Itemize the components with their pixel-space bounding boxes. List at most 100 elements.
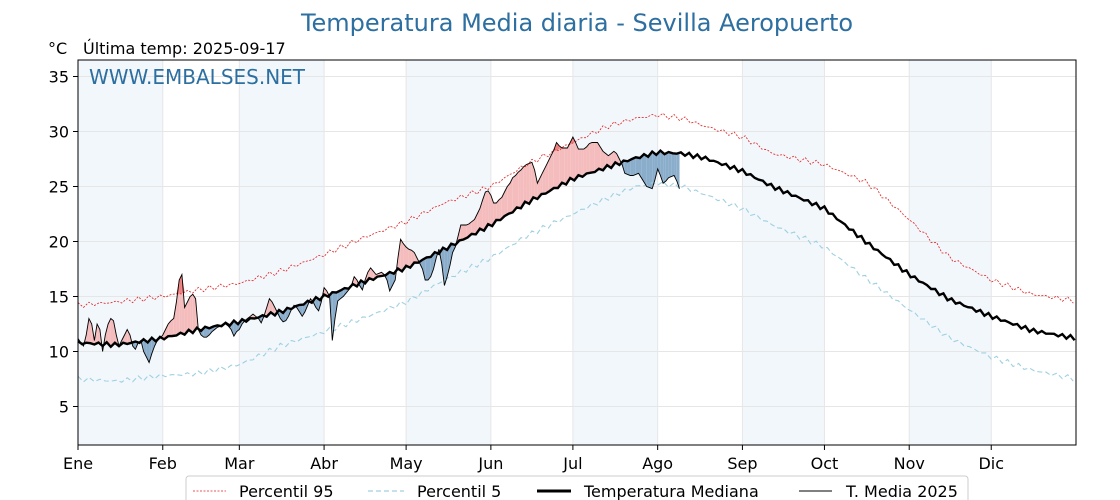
grid-lines — [77, 60, 1076, 445]
fill-above-median — [611, 151, 614, 166]
fill-above-median — [272, 302, 275, 314]
fill-above-median — [88, 318, 92, 344]
fill-above-median — [581, 149, 584, 177]
fill-above-median — [589, 142, 593, 174]
fill-above-median — [520, 166, 524, 207]
fill-above-median — [504, 186, 508, 217]
fill-above-median — [510, 177, 513, 214]
fill-above-median — [108, 318, 111, 345]
fill-above-median — [173, 302, 177, 336]
month-band — [909, 60, 992, 445]
fill-below-median — [337, 290, 341, 301]
fill-below-median — [665, 152, 669, 181]
fill-below-median — [444, 247, 448, 286]
fill-above-median — [575, 142, 579, 178]
fill-above-median — [190, 294, 193, 332]
fill-above-median — [564, 148, 568, 184]
x-tick-label: May — [390, 454, 423, 473]
x-tick-label: Feb — [149, 454, 177, 473]
line-percentil-5 — [77, 180, 1074, 383]
fill-above-median — [354, 276, 357, 286]
fill-below-median — [652, 153, 655, 189]
fill-above-median — [266, 298, 270, 316]
fill-above-median — [559, 145, 562, 186]
fill-above-median — [400, 239, 404, 270]
fill-below-median — [151, 339, 155, 354]
y-tick-label: 35 — [49, 68, 69, 87]
fill-above-median — [531, 162, 535, 201]
x-tick-label: Mar — [224, 454, 255, 473]
fill-below-median — [340, 289, 344, 299]
x-tick-label: Sep — [727, 454, 757, 473]
month-band — [78, 60, 163, 445]
month-bands — [78, 60, 992, 445]
fill-below-median — [649, 153, 653, 189]
fill-above-median — [493, 203, 497, 224]
fill-above-median — [165, 324, 169, 338]
fill-above-median — [526, 163, 530, 203]
fill-above-p95 — [556, 142, 560, 151]
fill-above-median — [468, 221, 472, 237]
fill-below-median — [668, 152, 672, 178]
x-tick-label: Dic — [978, 454, 1004, 473]
fill-below-median — [624, 160, 628, 175]
fill-above-median — [616, 153, 620, 165]
fill-below-median — [643, 155, 647, 187]
fill-below-median — [422, 258, 426, 280]
fill-above-median — [408, 249, 412, 267]
fill-above-median — [403, 243, 407, 269]
fill-below-median — [635, 157, 639, 175]
chart-title: Temperatura Media diaria - Sevilla Aerop… — [300, 9, 853, 37]
y-tick-label: 30 — [49, 123, 69, 142]
fill-above-median — [127, 329, 130, 344]
fill-above-median — [572, 137, 576, 179]
x-axis-ticks: Ene Feb Mar Abr May Jun Jul Ago Sep Oct Nov Dic — [63, 445, 1004, 473]
fill-above-median — [170, 318, 174, 337]
line-temperatura-mediana — [77, 148, 1076, 349]
y-tick-label: 25 — [49, 178, 69, 197]
fill-above-median — [490, 195, 494, 225]
fill-above-median — [534, 170, 538, 199]
y-tick-label: 5 — [59, 398, 69, 417]
fill-above-median — [551, 150, 554, 191]
fill-above-median — [397, 239, 401, 271]
fill-below-median — [663, 152, 666, 184]
fill-below-median — [332, 292, 336, 341]
fill-above-median — [540, 172, 543, 196]
legend: Percentil 95 Percentil 5 Temperatura Med… — [185, 475, 969, 500]
fill-above-median — [608, 153, 612, 167]
fill-above-median — [192, 294, 196, 331]
fill-above-median — [460, 225, 464, 241]
fill-above-median — [187, 296, 191, 333]
fill-above-median — [597, 142, 601, 171]
fill-above-median — [542, 166, 546, 195]
fill-above-median — [594, 142, 598, 172]
fill-above-median — [176, 280, 180, 335]
fill-below-median — [676, 153, 680, 189]
fill-below-median — [654, 152, 658, 180]
fill-below-median — [231, 322, 234, 337]
fill-below-median — [430, 254, 434, 277]
fill-above-median — [477, 208, 480, 233]
fill-below-median — [143, 340, 147, 357]
series-lines — [77, 112, 1076, 383]
last-temp-label: Última temp: 2025-09-17 — [83, 39, 286, 58]
month-band — [572, 60, 658, 445]
fill-above-median — [406, 247, 409, 268]
x-tick-label: Jun — [477, 454, 503, 473]
legend-median-label: Temperatura Mediana — [583, 482, 759, 500]
fill-below-median — [392, 271, 396, 286]
fill-above-median — [269, 298, 273, 315]
x-tick-label: Abr — [310, 454, 338, 473]
legend-p5-label: Percentil 5 — [417, 482, 501, 500]
fill-below-median — [674, 153, 677, 181]
month-band — [239, 60, 325, 445]
fill-above-median — [586, 143, 590, 175]
month-band — [742, 60, 825, 445]
fill-below-median — [641, 155, 644, 183]
fill-below-median — [447, 246, 450, 277]
fill-above-median — [184, 302, 188, 333]
fill-above-median — [110, 318, 114, 345]
fill-below-median — [638, 156, 642, 178]
fill-above-median — [553, 142, 557, 189]
